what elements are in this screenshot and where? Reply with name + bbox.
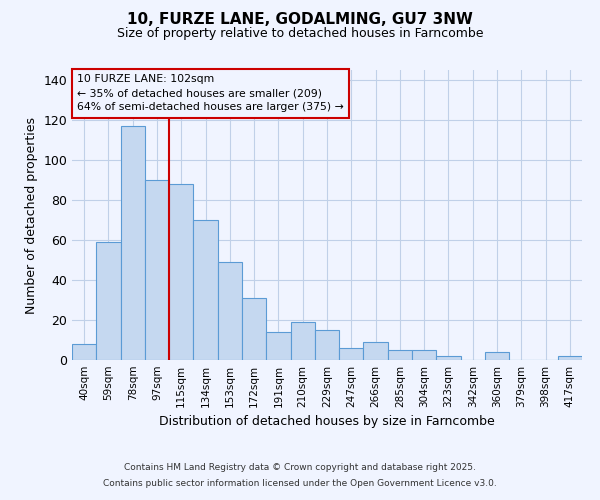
- Text: Contains public sector information licensed under the Open Government Licence v3: Contains public sector information licen…: [103, 478, 497, 488]
- Bar: [290, 322, 315, 360]
- Bar: [145, 180, 169, 360]
- Bar: [412, 350, 436, 360]
- Text: 10 FURZE LANE: 102sqm
← 35% of detached houses are smaller (209)
64% of semi-det: 10 FURZE LANE: 102sqm ← 35% of detached …: [77, 74, 344, 112]
- Text: Contains HM Land Registry data © Crown copyright and database right 2025.: Contains HM Land Registry data © Crown c…: [124, 464, 476, 472]
- Bar: [193, 220, 218, 360]
- Bar: [242, 298, 266, 360]
- Bar: [96, 242, 121, 360]
- Text: 10, FURZE LANE, GODALMING, GU7 3NW: 10, FURZE LANE, GODALMING, GU7 3NW: [127, 12, 473, 28]
- Bar: [339, 348, 364, 360]
- Bar: [436, 356, 461, 360]
- Bar: [169, 184, 193, 360]
- Bar: [266, 332, 290, 360]
- Bar: [558, 356, 582, 360]
- Bar: [72, 344, 96, 360]
- Bar: [485, 352, 509, 360]
- Bar: [364, 342, 388, 360]
- Bar: [121, 126, 145, 360]
- Bar: [315, 330, 339, 360]
- X-axis label: Distribution of detached houses by size in Farncombe: Distribution of detached houses by size …: [159, 416, 495, 428]
- Bar: [218, 262, 242, 360]
- Bar: [388, 350, 412, 360]
- Y-axis label: Number of detached properties: Number of detached properties: [25, 116, 38, 314]
- Text: Size of property relative to detached houses in Farncombe: Size of property relative to detached ho…: [117, 28, 483, 40]
